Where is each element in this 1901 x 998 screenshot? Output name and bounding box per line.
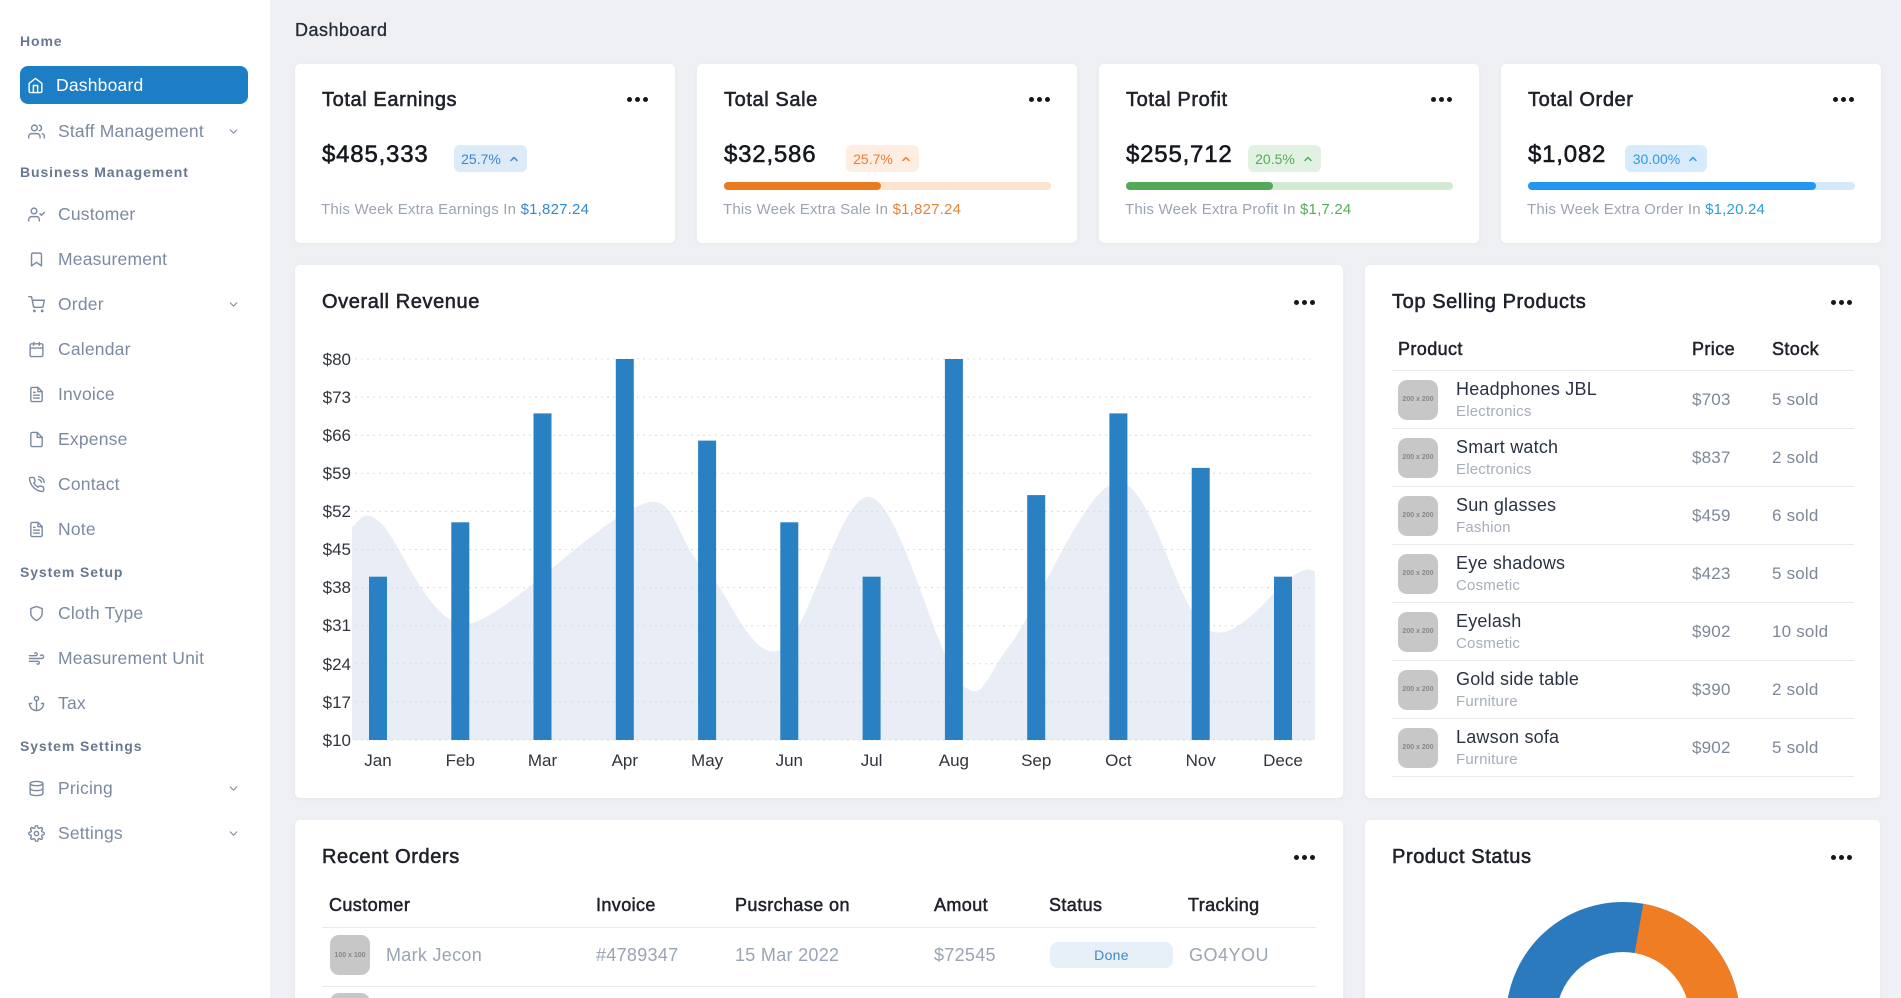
- svg-text:$17: $17: [323, 693, 351, 712]
- svg-text:Feb: Feb: [446, 751, 475, 770]
- svg-text:Jul: Jul: [861, 751, 883, 770]
- svg-text:$73: $73: [323, 388, 351, 407]
- svg-text:$80: $80: [323, 350, 351, 369]
- svg-text:$31: $31: [323, 616, 351, 635]
- svg-text:Jan: Jan: [364, 751, 391, 770]
- svg-text:Aug: Aug: [939, 751, 969, 770]
- svg-text:$52: $52: [323, 502, 351, 521]
- svg-text:Nov: Nov: [1186, 751, 1217, 770]
- svg-text:$59: $59: [323, 464, 351, 483]
- svg-text:$10: $10: [323, 731, 351, 750]
- svg-text:Oct: Oct: [1105, 751, 1132, 770]
- svg-text:Jun: Jun: [776, 751, 803, 770]
- svg-text:Sep: Sep: [1021, 751, 1051, 770]
- svg-text:Mar: Mar: [528, 751, 558, 770]
- svg-text:May: May: [691, 751, 724, 770]
- svg-text:$38: $38: [323, 578, 351, 597]
- svg-text:Dece: Dece: [1263, 751, 1303, 770]
- svg-text:Apr: Apr: [612, 751, 639, 770]
- svg-text:$66: $66: [323, 426, 351, 445]
- svg-text:$24: $24: [323, 655, 351, 674]
- svg-text:$45: $45: [323, 540, 351, 559]
